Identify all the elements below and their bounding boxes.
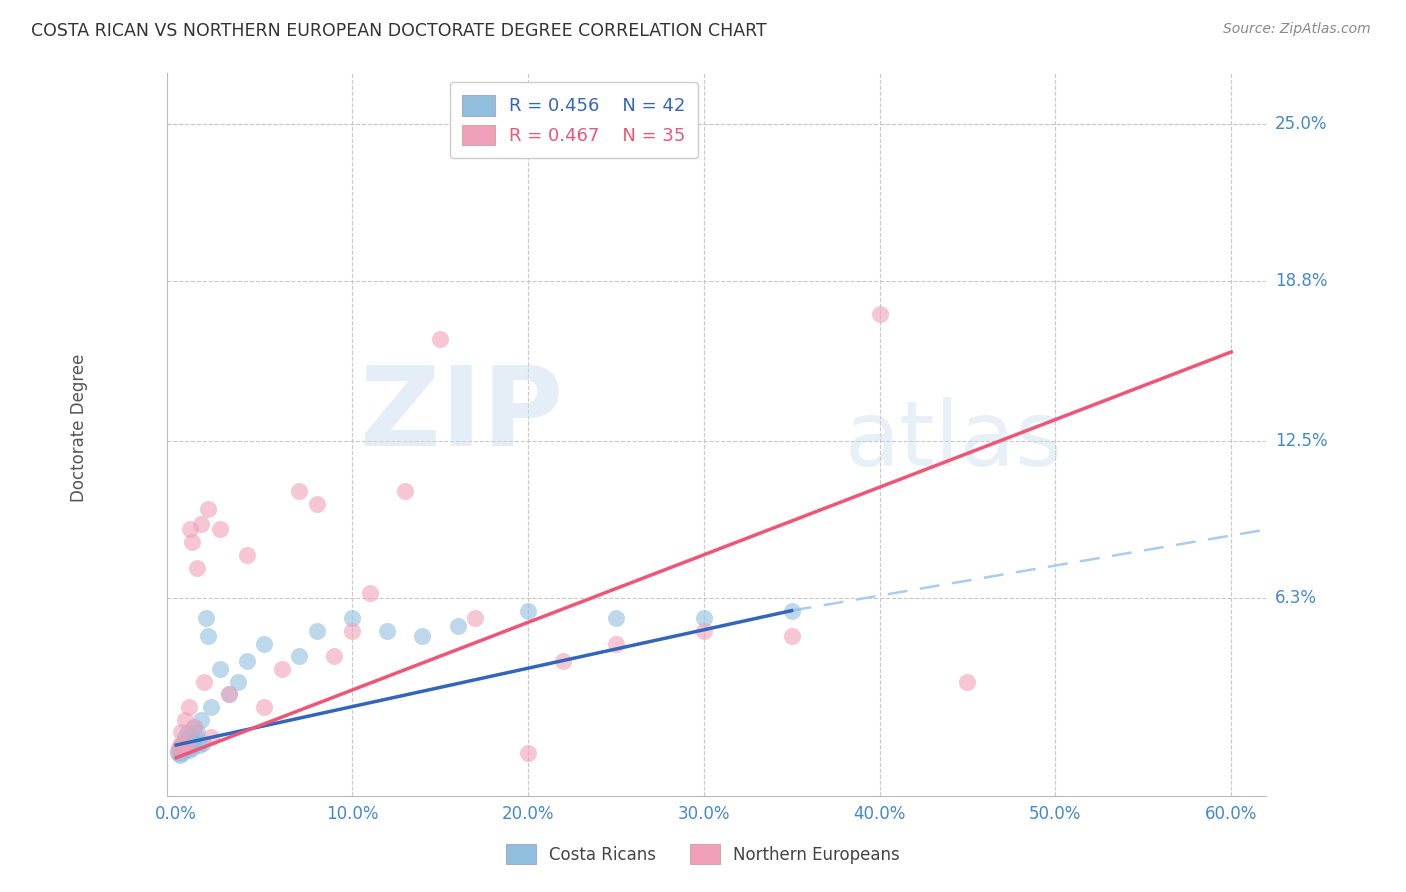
Point <box>305 624 328 638</box>
Text: 12.5%: 12.5% <box>1275 432 1327 450</box>
Point <box>200 700 222 714</box>
Point <box>170 738 193 752</box>
Point <box>177 700 200 714</box>
Point <box>270 662 292 676</box>
Point <box>188 738 211 752</box>
Point <box>197 502 219 516</box>
Point <box>288 649 311 664</box>
Point <box>253 700 276 714</box>
Legend: R = 0.456    N = 42, R = 0.467    N = 35: R = 0.456 N = 42, R = 0.467 N = 35 <box>450 82 699 158</box>
Point <box>394 484 416 499</box>
Point <box>209 523 232 537</box>
Point <box>693 611 716 625</box>
Text: COSTA RICAN VS NORTHERN EUROPEAN DOCTORATE DEGREE CORRELATION CHART: COSTA RICAN VS NORTHERN EUROPEAN DOCTORA… <box>31 22 766 40</box>
Point <box>464 611 486 625</box>
Text: Doctorate Degree: Doctorate Degree <box>70 354 89 502</box>
Point <box>209 662 232 676</box>
Text: 25.0%: 25.0% <box>1275 115 1327 133</box>
Point <box>288 484 311 499</box>
Point <box>340 611 363 625</box>
Point <box>340 624 363 638</box>
Point <box>446 619 468 633</box>
Point <box>605 611 627 625</box>
Text: ZIP: ZIP <box>360 362 562 469</box>
Point <box>197 629 219 643</box>
Point <box>253 637 276 651</box>
Point <box>172 740 194 755</box>
Point <box>375 624 398 638</box>
Point <box>411 629 433 643</box>
Point <box>359 586 381 600</box>
Point <box>172 735 194 749</box>
Point <box>186 725 208 739</box>
Point <box>180 728 202 742</box>
Point <box>193 674 215 689</box>
Point <box>218 687 240 701</box>
Text: atlas: atlas <box>845 397 1063 484</box>
Point <box>869 307 891 321</box>
Point <box>174 731 197 745</box>
Point <box>235 654 257 668</box>
Point <box>176 725 198 739</box>
Point <box>305 497 328 511</box>
Point <box>200 731 222 745</box>
Point <box>173 743 195 757</box>
Point <box>169 740 191 755</box>
Point <box>179 523 201 537</box>
Point <box>172 746 194 760</box>
Point <box>174 713 197 727</box>
Point <box>191 735 214 749</box>
Point <box>605 637 627 651</box>
Point <box>179 738 201 752</box>
Point <box>181 535 204 549</box>
Point <box>167 743 190 757</box>
Point <box>780 604 803 618</box>
Point <box>235 548 257 562</box>
Point <box>218 687 240 701</box>
Point <box>323 649 346 664</box>
Point <box>176 738 198 752</box>
Point <box>516 746 538 760</box>
Point <box>183 720 205 734</box>
Point <box>693 624 716 638</box>
Point <box>780 629 803 643</box>
Point <box>183 720 205 734</box>
Point <box>190 517 212 532</box>
Point <box>167 746 190 760</box>
Point <box>516 604 538 618</box>
Point <box>956 674 979 689</box>
Text: 6.3%: 6.3% <box>1275 589 1317 607</box>
Point <box>176 735 198 749</box>
Point <box>551 654 574 668</box>
Point <box>181 735 204 749</box>
Point <box>226 674 249 689</box>
Text: 18.8%: 18.8% <box>1275 272 1327 290</box>
Text: Source: ZipAtlas.com: Source: ZipAtlas.com <box>1223 22 1371 37</box>
Point <box>167 743 190 757</box>
Point <box>181 740 204 755</box>
Point <box>190 713 212 727</box>
Point <box>179 733 201 747</box>
Point <box>170 725 193 739</box>
Point <box>195 611 218 625</box>
Point <box>177 743 200 757</box>
Legend: Costa Ricans, Northern Europeans: Costa Ricans, Northern Europeans <box>499 838 907 871</box>
Point <box>174 740 197 755</box>
Point <box>184 731 207 745</box>
Point <box>429 332 451 346</box>
Point <box>169 738 191 752</box>
Point <box>169 748 191 763</box>
Point <box>186 560 208 574</box>
